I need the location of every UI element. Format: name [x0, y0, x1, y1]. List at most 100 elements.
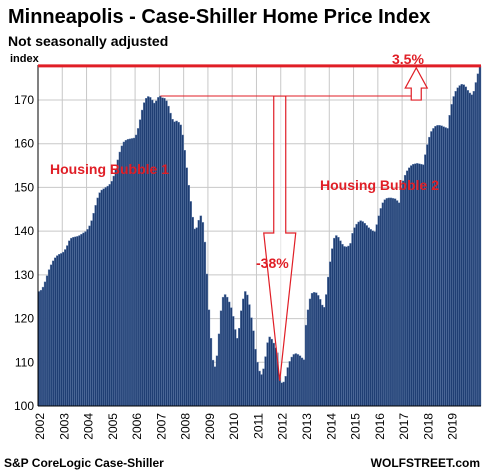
bar — [205, 273, 209, 407]
bar — [175, 120, 178, 407]
bar — [98, 192, 101, 407]
bar — [68, 240, 71, 407]
bar — [410, 165, 413, 407]
bar — [161, 97, 164, 407]
bar — [314, 292, 318, 407]
bar — [353, 227, 356, 407]
bar — [274, 347, 277, 407]
bar — [363, 223, 366, 407]
bar — [165, 100, 168, 407]
bar — [349, 243, 352, 407]
bar — [262, 368, 265, 407]
bar — [78, 235, 81, 407]
bar — [221, 296, 225, 407]
bar — [185, 167, 188, 407]
drop-arrow — [263, 95, 297, 381]
bar — [290, 356, 294, 407]
x-tick-label: 2017 — [397, 413, 411, 440]
bar — [191, 216, 194, 407]
y-tick-label: 150 — [14, 180, 34, 194]
bar — [86, 229, 89, 407]
chart-subtitle: Not seasonally adjusted — [8, 33, 168, 49]
bar — [110, 181, 114, 407]
bar — [234, 329, 237, 407]
bar — [244, 291, 247, 407]
bar — [159, 95, 162, 407]
bar — [407, 167, 411, 407]
bar — [82, 232, 85, 407]
bar — [272, 342, 275, 407]
y-tick-label: 130 — [14, 268, 34, 282]
bar — [302, 359, 306, 407]
bar — [318, 299, 322, 407]
x-tick-label: 2008 — [179, 413, 193, 440]
bar — [347, 245, 350, 407]
chart-title: Minneapolis - Case-Shiller Home Price In… — [8, 6, 430, 28]
bar — [80, 233, 83, 407]
bar — [470, 94, 474, 407]
bar — [448, 115, 451, 407]
bar — [401, 180, 405, 407]
bar — [399, 188, 403, 407]
bar — [325, 294, 328, 407]
bar — [167, 105, 170, 407]
y-tick-label: 100 — [14, 399, 34, 413]
bar — [452, 96, 455, 407]
bar — [74, 236, 77, 407]
bar — [286, 367, 290, 407]
bar — [122, 141, 126, 407]
bar — [56, 255, 59, 407]
bar — [306, 309, 310, 407]
bar — [266, 342, 269, 407]
bar — [211, 359, 215, 407]
bar — [53, 257, 57, 407]
bar — [379, 208, 383, 407]
x-tick-label: 2002 — [33, 413, 47, 440]
bar — [308, 298, 312, 407]
bar — [256, 362, 259, 407]
gain-arrow — [404, 66, 429, 101]
bar — [478, 65, 482, 407]
bar — [462, 84, 466, 407]
bar — [458, 85, 461, 407]
bar — [280, 382, 283, 407]
bar — [183, 150, 186, 407]
bar — [432, 128, 435, 407]
bar — [405, 170, 409, 407]
bar — [90, 220, 93, 407]
bar — [155, 100, 158, 407]
bar — [278, 377, 281, 407]
bar — [357, 221, 360, 407]
bar — [207, 309, 211, 407]
bar — [393, 198, 397, 407]
bar — [142, 102, 146, 407]
x-tick-label: 2014 — [324, 413, 338, 440]
bar — [193, 228, 196, 407]
bar — [345, 246, 348, 407]
bar — [359, 220, 362, 407]
bar — [282, 381, 285, 407]
x-tick-label: 2015 — [349, 413, 363, 440]
bar — [331, 248, 334, 407]
bar — [227, 301, 231, 407]
bar — [375, 224, 379, 407]
bar — [395, 200, 399, 407]
bar — [238, 327, 241, 407]
bar — [126, 139, 130, 407]
bar — [60, 253, 63, 407]
website-label: WOLFSTREET.com — [371, 456, 480, 470]
x-tick-label: 2005 — [106, 413, 120, 440]
bar — [177, 122, 180, 407]
bar — [361, 221, 364, 407]
bar — [120, 145, 124, 407]
bar — [320, 304, 324, 407]
bar — [355, 223, 358, 407]
bar — [250, 317, 253, 407]
bar — [420, 164, 423, 407]
x-tick-label: 2010 — [227, 413, 241, 440]
bar — [145, 98, 148, 407]
bar — [442, 126, 445, 407]
bar — [147, 96, 150, 407]
bar — [472, 91, 476, 407]
bar — [215, 355, 219, 407]
